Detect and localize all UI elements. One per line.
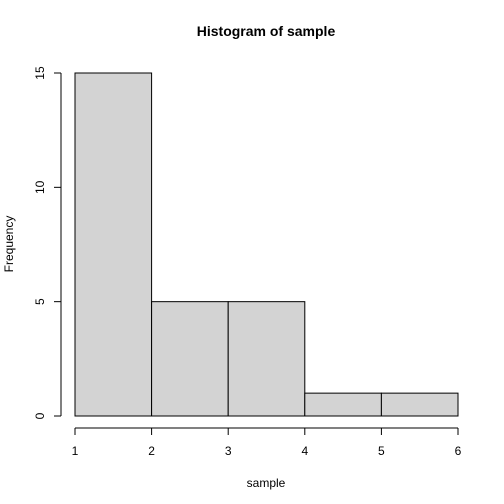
- x-tick-label: 4: [301, 444, 308, 458]
- histogram-bar-5: [380, 392, 459, 417]
- histogram-bar-1: [74, 72, 153, 417]
- y-tick-label: 10: [33, 180, 47, 194]
- x-axis: 1 2 3 4 5 6: [72, 427, 462, 458]
- x-tick-label: 2: [148, 444, 155, 458]
- histogram-bar-3: [227, 301, 306, 417]
- bars-group: [74, 72, 459, 417]
- x-tick-label: 5: [378, 444, 385, 458]
- y-tick-label: 15: [33, 66, 47, 80]
- x-axis-label: sample: [247, 476, 286, 490]
- histogram-bar-4: [304, 392, 382, 417]
- x-tick-label: 1: [72, 444, 79, 458]
- y-axis: 0 5 10 15: [33, 66, 62, 419]
- y-tick-label: 0: [33, 412, 47, 419]
- y-axis-label: Frequency: [2, 216, 16, 273]
- chart-title: Histogram of sample: [197, 23, 336, 39]
- y-tick-label: 5: [33, 298, 47, 305]
- histogram-bar-2: [151, 301, 229, 417]
- x-tick-label: 6: [455, 444, 462, 458]
- x-tick-label: 3: [225, 444, 232, 458]
